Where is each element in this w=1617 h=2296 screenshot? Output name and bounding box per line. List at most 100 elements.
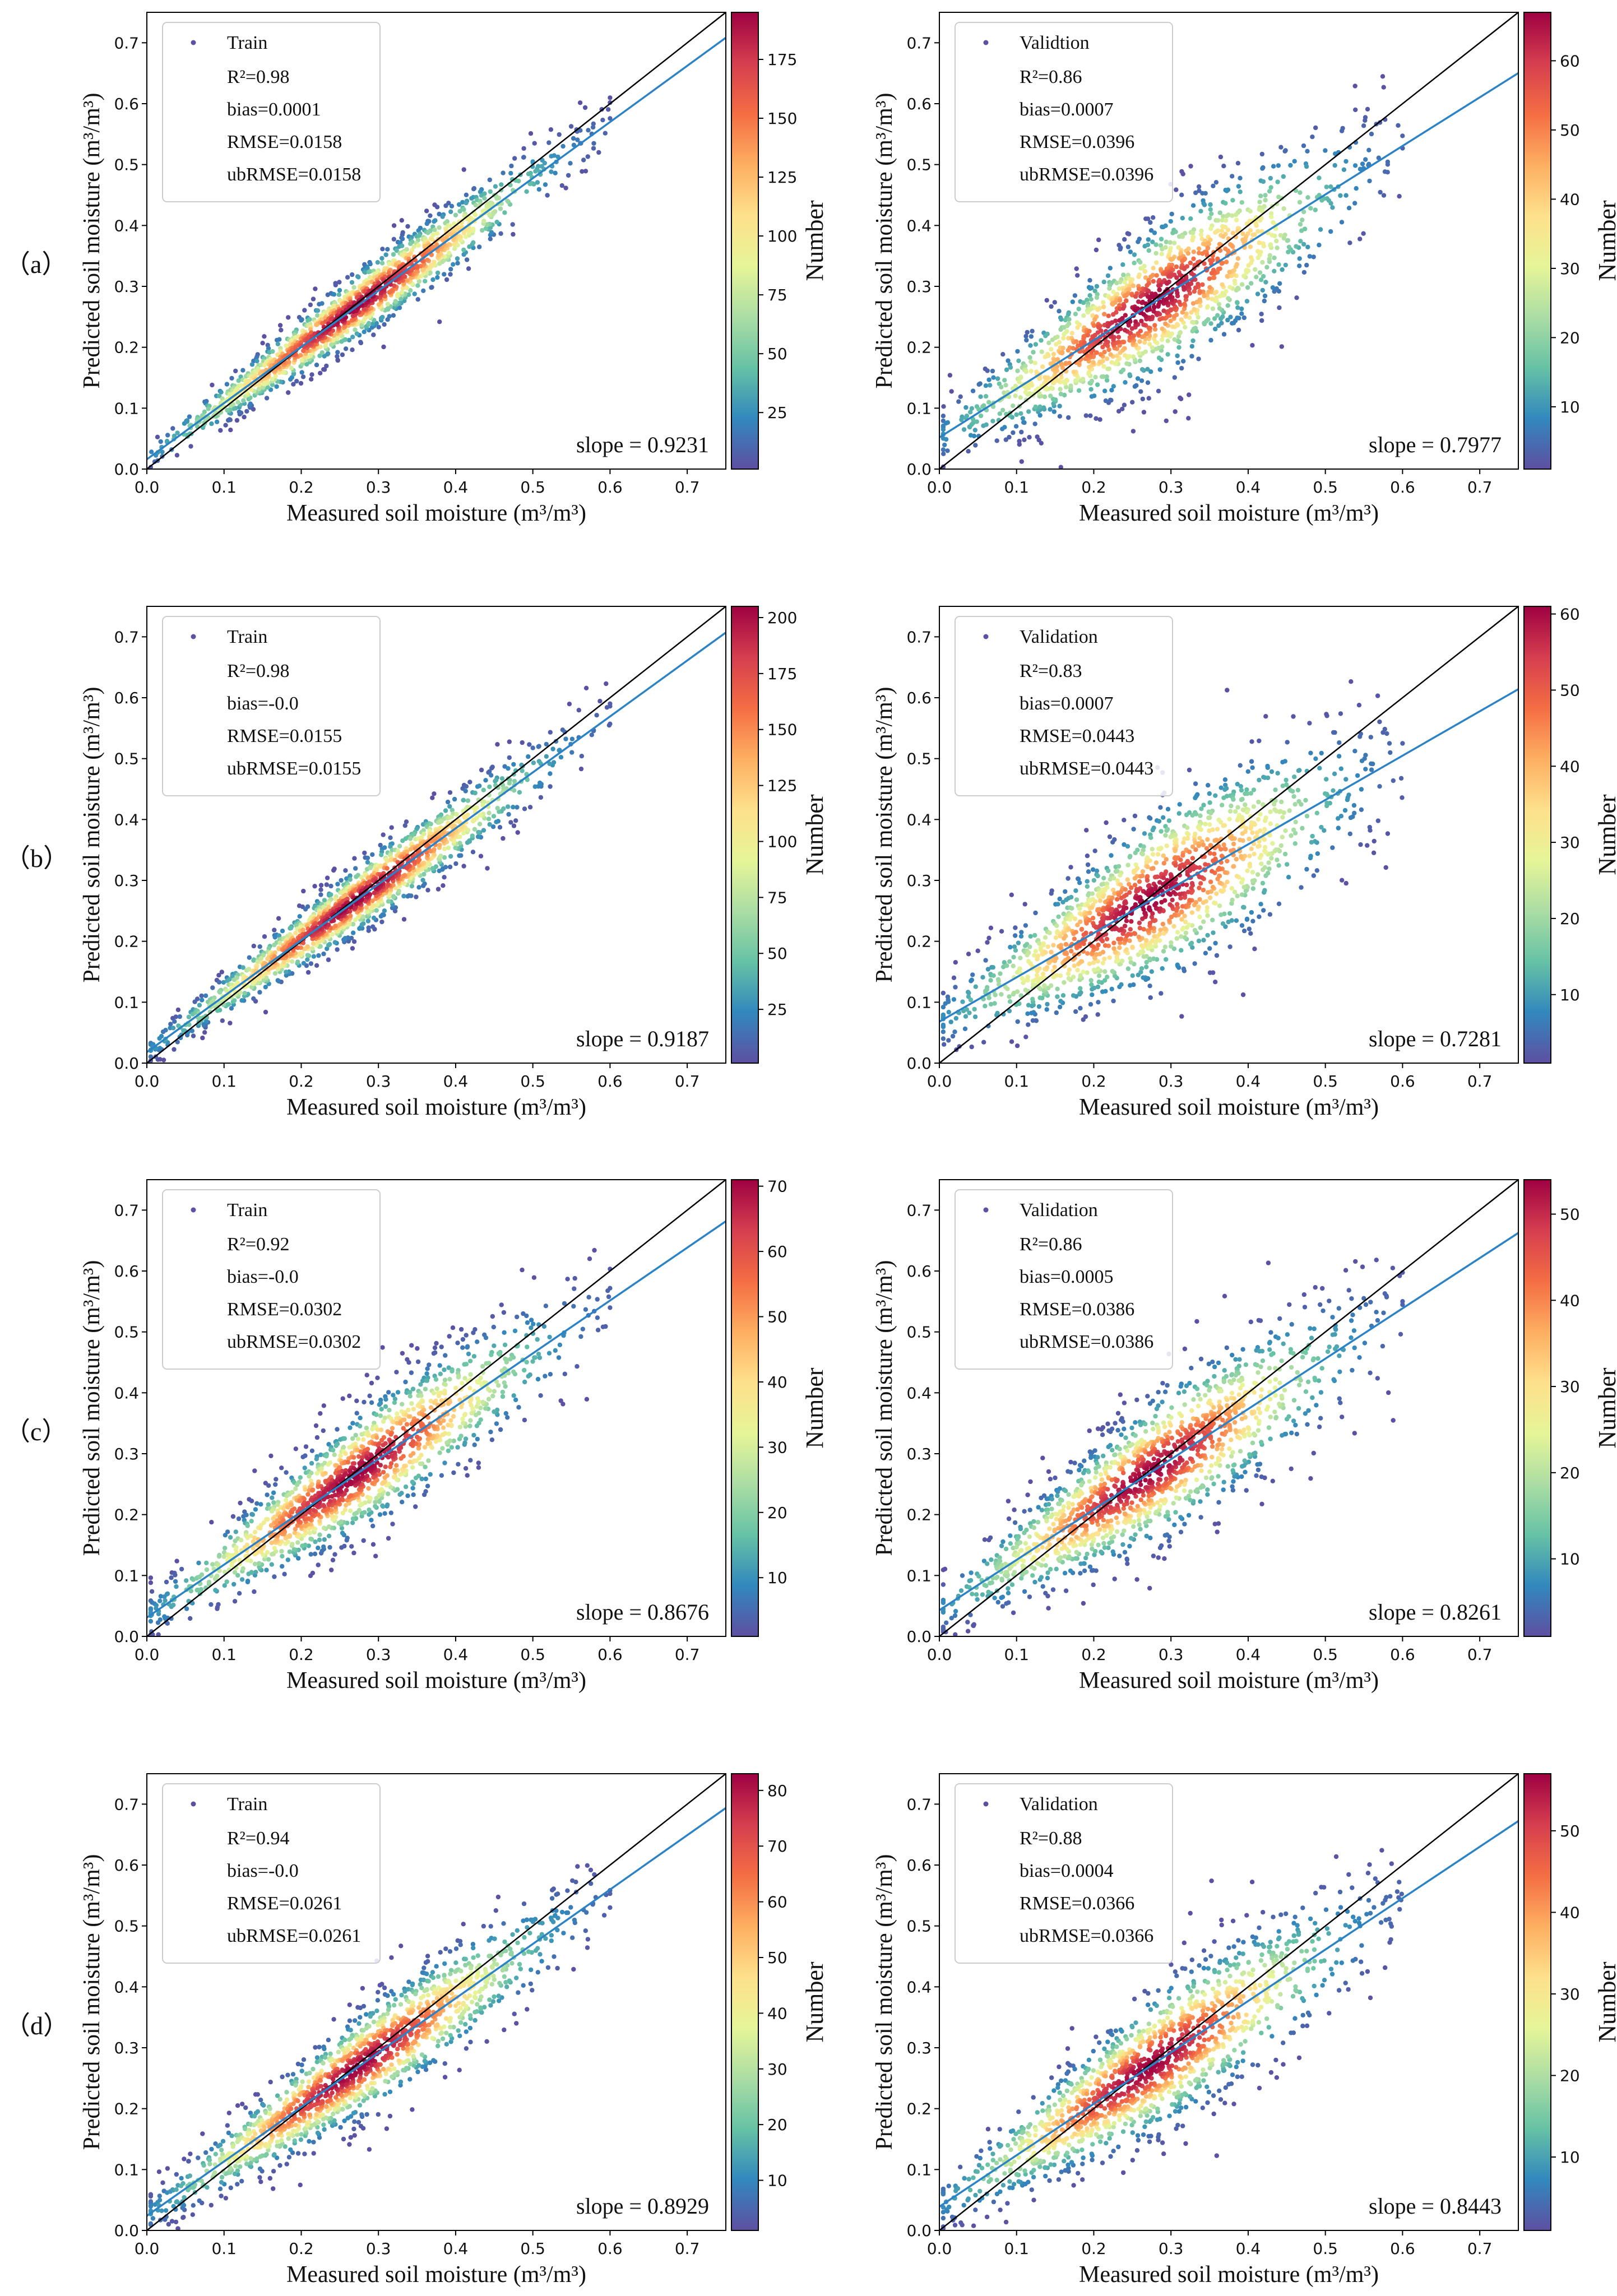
data-point	[1044, 1007, 1049, 1012]
one-to-one-line	[147, 12, 726, 469]
data-point	[432, 259, 437, 265]
colorbar-tick-label: 150	[767, 109, 797, 128]
data-point	[978, 394, 983, 399]
data-point	[984, 422, 989, 427]
data-point	[1346, 206, 1352, 211]
data-point	[187, 414, 192, 419]
data-point	[1278, 145, 1284, 150]
data-point	[475, 834, 481, 839]
data-point	[1168, 219, 1173, 224]
data-point	[1308, 206, 1313, 211]
data-point	[220, 1018, 225, 1023]
data-point	[1105, 324, 1110, 329]
data-point	[450, 808, 455, 813]
data-point	[1257, 270, 1263, 275]
data-point	[1084, 828, 1089, 833]
data-point	[217, 393, 222, 398]
data-point	[405, 894, 410, 899]
colorbar-tick-label: 175	[767, 665, 797, 683]
data-point	[1248, 255, 1254, 260]
data-point	[1245, 769, 1250, 774]
data-point	[1387, 741, 1392, 746]
data-point	[1282, 233, 1287, 238]
data-point	[1126, 354, 1131, 359]
data-point	[364, 910, 369, 915]
data-point	[1207, 215, 1212, 221]
data-point	[1014, 412, 1019, 418]
data-point	[978, 413, 984, 419]
data-point	[563, 185, 568, 191]
data-point	[1319, 198, 1324, 203]
data-point	[363, 270, 368, 275]
data-point	[298, 381, 304, 386]
data-point	[299, 370, 304, 375]
data-point	[1138, 389, 1143, 394]
legend-ubrmse: ubRMSE=0.0158	[227, 164, 361, 185]
legend-marker	[983, 40, 989, 45]
data-point	[375, 260, 380, 265]
data-point	[1301, 143, 1306, 149]
x-tick-label: 0.3	[1159, 478, 1184, 497]
data-point	[384, 866, 390, 871]
data-point	[1120, 340, 1125, 345]
legend-box	[955, 22, 1173, 202]
data-point	[379, 919, 384, 925]
data-point	[428, 213, 433, 218]
data-point	[959, 417, 964, 423]
data-point	[1226, 296, 1231, 301]
data-point	[1188, 216, 1193, 221]
data-point	[1365, 106, 1370, 112]
data-point	[477, 244, 482, 249]
data-point	[392, 908, 398, 913]
data-point	[374, 908, 379, 913]
data-point	[401, 893, 406, 899]
data-point	[1086, 869, 1091, 874]
data-point	[393, 299, 398, 304]
data-point	[1249, 739, 1254, 744]
data-point	[1057, 340, 1062, 345]
data-point	[1033, 342, 1039, 347]
data-point	[1179, 1014, 1184, 1019]
data-point	[1250, 343, 1255, 348]
data-point	[548, 784, 553, 789]
data-point	[1270, 285, 1276, 290]
data-point	[1207, 970, 1213, 975]
data-point	[1140, 396, 1146, 402]
data-point	[463, 788, 468, 794]
data-point	[1023, 923, 1028, 928]
data-point	[1250, 233, 1255, 238]
data-point	[1109, 388, 1114, 393]
data-point	[1145, 283, 1150, 288]
data-point	[1224, 218, 1229, 223]
data-point	[260, 341, 265, 346]
data-point	[1232, 279, 1238, 284]
data-point	[359, 922, 364, 927]
data-point	[1294, 244, 1299, 249]
data-point	[346, 939, 351, 944]
data-point	[1304, 866, 1309, 872]
data-point	[318, 892, 323, 897]
data-point	[1070, 299, 1076, 304]
data-point	[435, 887, 441, 892]
data-point	[969, 978, 974, 984]
data-point	[1145, 242, 1151, 248]
data-point	[360, 914, 365, 919]
data-point	[1114, 310, 1119, 315]
data-point	[1085, 854, 1090, 859]
data-point	[1033, 404, 1038, 410]
data-point	[1209, 271, 1215, 276]
data-point	[1190, 319, 1195, 324]
x-tick-label: 0.0	[135, 1072, 160, 1091]
data-point	[203, 993, 209, 999]
data-point	[1252, 947, 1257, 952]
data-point	[1301, 270, 1307, 275]
data-point	[515, 830, 520, 835]
data-point	[314, 963, 319, 968]
data-point	[168, 1022, 173, 1027]
data-point	[449, 203, 455, 208]
data-point	[1027, 355, 1032, 360]
data-point	[532, 784, 538, 789]
data-point	[263, 1009, 268, 1015]
data-point	[517, 790, 522, 795]
data-point	[1219, 228, 1225, 233]
